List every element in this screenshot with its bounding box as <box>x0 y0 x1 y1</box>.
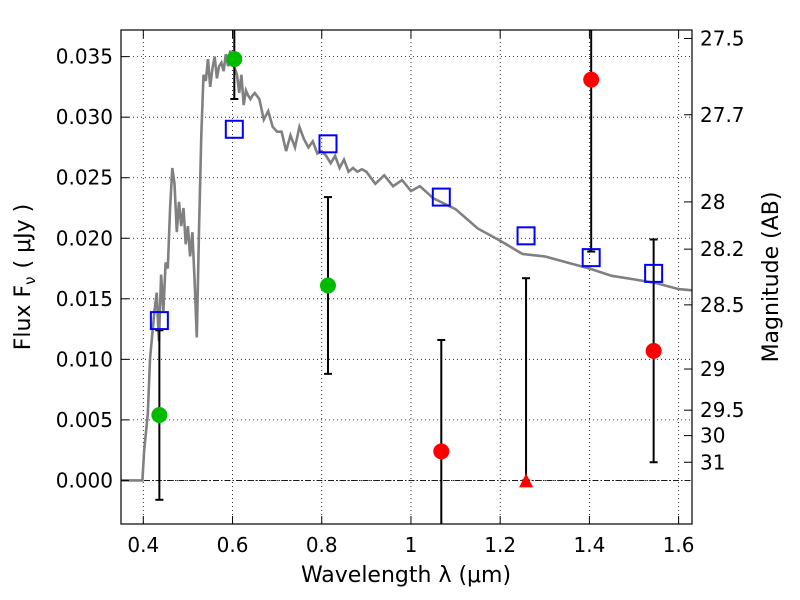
y-tick-label: 0.030 <box>56 105 113 129</box>
right-axis-label: Magnitude (AB) <box>759 192 784 363</box>
blue-square-marker <box>581 248 601 268</box>
blue-square-marker <box>516 226 536 246</box>
y-axis-label: Flux Fν ( μJy ) <box>11 204 39 350</box>
y-axis-label-subscript: ν <box>21 276 39 284</box>
blue-square-marker <box>224 119 244 139</box>
right-axis-tick-label: 30 <box>700 424 725 448</box>
model-spectrum-line <box>121 50 692 482</box>
red-circle-marker <box>433 443 450 460</box>
right-axis-tick-label: 28 <box>700 190 725 214</box>
x-tick-label: 1.6 <box>663 533 695 557</box>
y-tick-label: 0.035 <box>56 45 113 69</box>
right-axis-tick-label: 28.2 <box>700 237 745 261</box>
red-circle-marker <box>583 71 600 88</box>
tick-labels: 0.4 0.6 0.8 1 1.2 1.4 1.6 0.000 0.005 0.010 0.015 0… <box>56 26 745 557</box>
y-tick-label: 0.000 <box>56 468 113 492</box>
blue-square-marker <box>644 263 664 283</box>
plot-frame <box>120 29 693 525</box>
y-tick-label: 0.020 <box>56 226 113 250</box>
green-circle-marker <box>226 51 243 68</box>
blue-square-marker <box>149 311 169 331</box>
green-circle-marker <box>319 277 336 294</box>
x-tick-label: 1 <box>405 533 418 557</box>
right-axis-tick-label: 27.7 <box>700 103 745 127</box>
right-axis-tick-label: 29 <box>700 357 725 381</box>
tick-marks <box>121 30 692 524</box>
right-axis-tick-label: 27.5 <box>700 26 745 50</box>
y-tick-label: 0.025 <box>56 166 113 190</box>
green-circle-marker <box>151 407 168 424</box>
y-tick-label: 0.010 <box>56 347 113 371</box>
red-circle-marker <box>645 342 662 359</box>
x-tick-label: 0.6 <box>217 533 249 557</box>
red-triangle-marker <box>519 473 534 488</box>
right-axis-tick-label: 31 <box>700 450 725 474</box>
x-tick-label: 1.4 <box>573 533 605 557</box>
y-tick-label: 0.015 <box>56 287 113 311</box>
blue-square-marker <box>318 134 338 154</box>
x-tick-label: 1.2 <box>484 533 516 557</box>
y-axis-label-main: Flux F <box>11 285 36 350</box>
x-tick-label: 0.4 <box>127 533 159 557</box>
y-tick-label: 0.005 <box>56 408 113 432</box>
right-axis-tick-label: 29.5 <box>700 398 745 422</box>
blue-square-marker <box>431 187 451 207</box>
x-tick-label: 0.8 <box>306 533 338 557</box>
data-markers <box>149 51 664 488</box>
x-axis-label: Wavelength λ (μm) <box>301 563 511 588</box>
grid-lines <box>121 30 692 524</box>
y-axis-label-unit: ( μJy ) <box>11 204 36 269</box>
right-axis-tick-label: 28.5 <box>700 293 745 317</box>
